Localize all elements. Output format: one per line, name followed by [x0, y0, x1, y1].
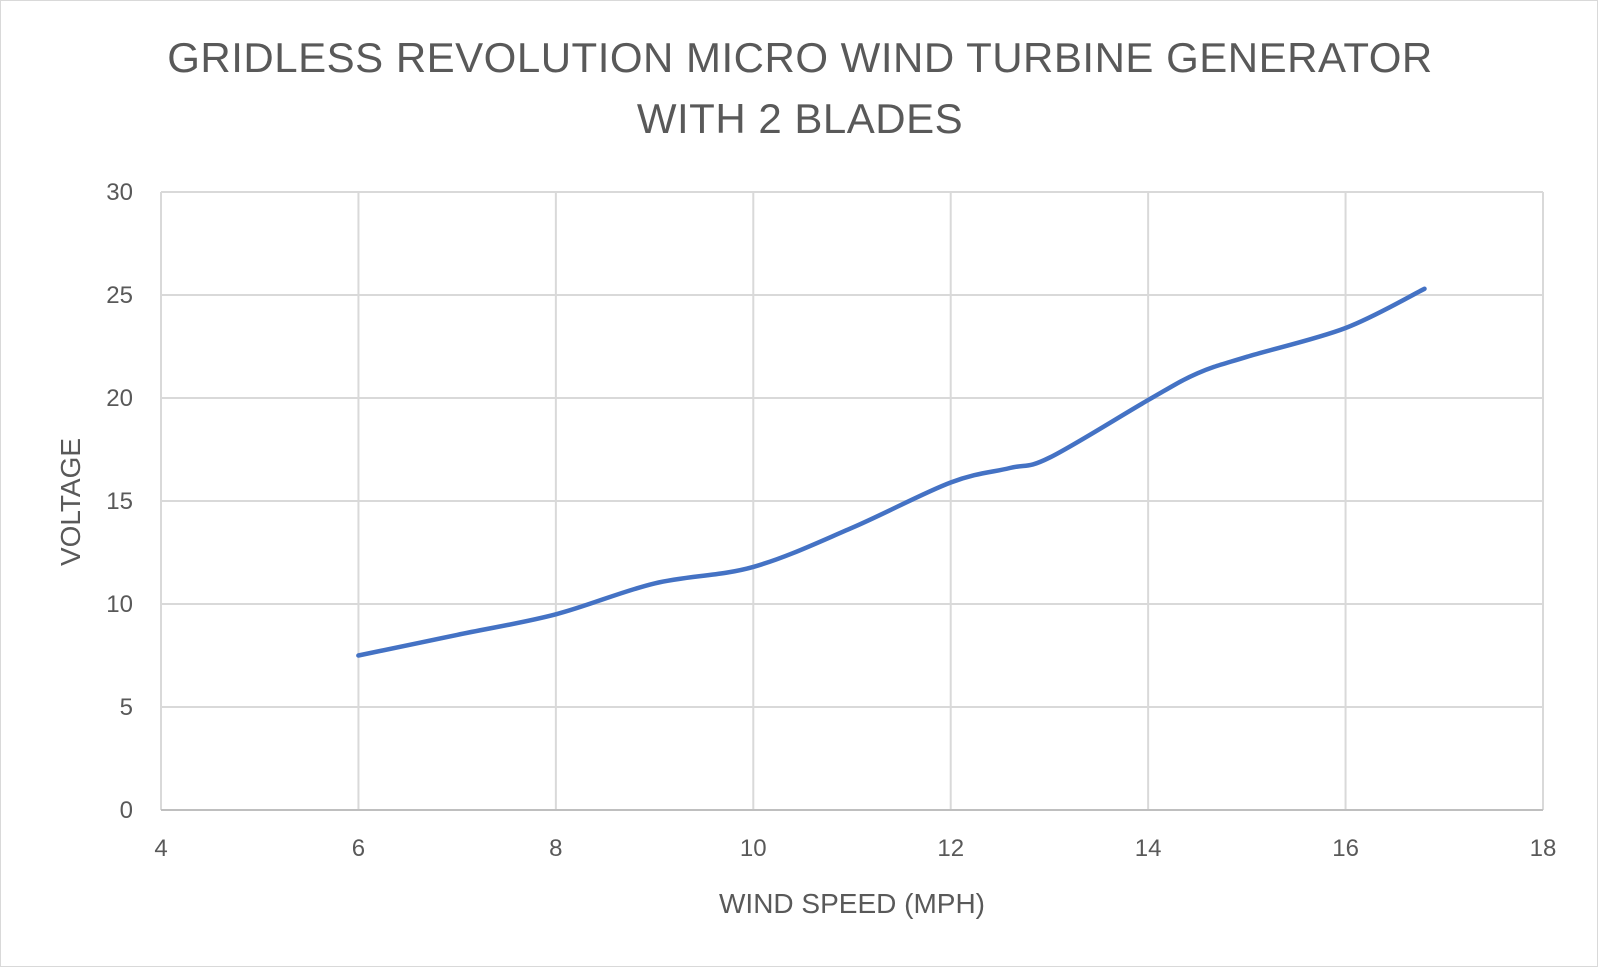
y-tick-label: 20: [106, 385, 133, 412]
x-tick-label: 18: [1530, 835, 1557, 862]
series-line: [356, 286, 1427, 658]
gridlines: [160, 191, 1544, 810]
x-tick-label: 12: [937, 835, 964, 862]
y-tick-label: 5: [120, 694, 133, 721]
tick-labels: 0 5 10 15 20 25 30 4 6 8 10 12 14 16 18: [106, 179, 1556, 862]
y-tick-label: 25: [106, 282, 133, 309]
x-axis-title: WIND SPEED (MPH): [719, 888, 985, 919]
x-tick-label: 4: [154, 835, 167, 862]
chart-title-line-2: WITH 2 BLADES: [636, 95, 964, 142]
y-tick-label: 0: [120, 797, 133, 824]
y-tick-label: 10: [106, 591, 133, 618]
y-tick-label: 30: [106, 179, 133, 206]
x-tick-label: 6: [352, 835, 365, 862]
x-tick-label: 16: [1332, 835, 1359, 862]
x-tick-label: 14: [1135, 835, 1162, 862]
x-tick-label: 10: [740, 835, 767, 862]
x-tick-label: 8: [549, 835, 562, 862]
chart-title-line-1: GRIDLESS REVOLUTION MICRO WIND TURBINE G…: [167, 34, 1433, 81]
series-layer: [356, 286, 1427, 658]
y-tick-label: 15: [106, 488, 133, 515]
y-axis-title: VOLTAGE: [55, 438, 86, 566]
